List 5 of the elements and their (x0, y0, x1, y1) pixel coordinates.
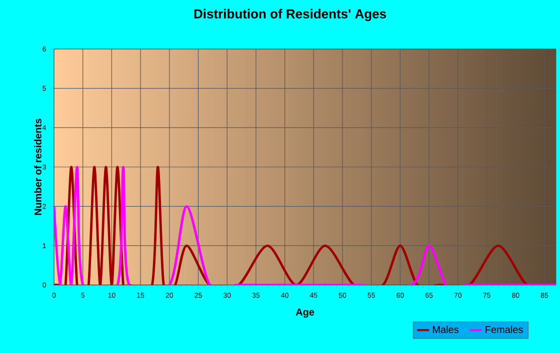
chart-title: Distribution of Residents' Ages (194, 8, 386, 22)
legend-label: Females (486, 326, 523, 334)
x-axis-title: Age (296, 308, 314, 318)
y-axis-title: Number of residents (34, 118, 42, 215)
legend-label: Males (432, 326, 458, 334)
